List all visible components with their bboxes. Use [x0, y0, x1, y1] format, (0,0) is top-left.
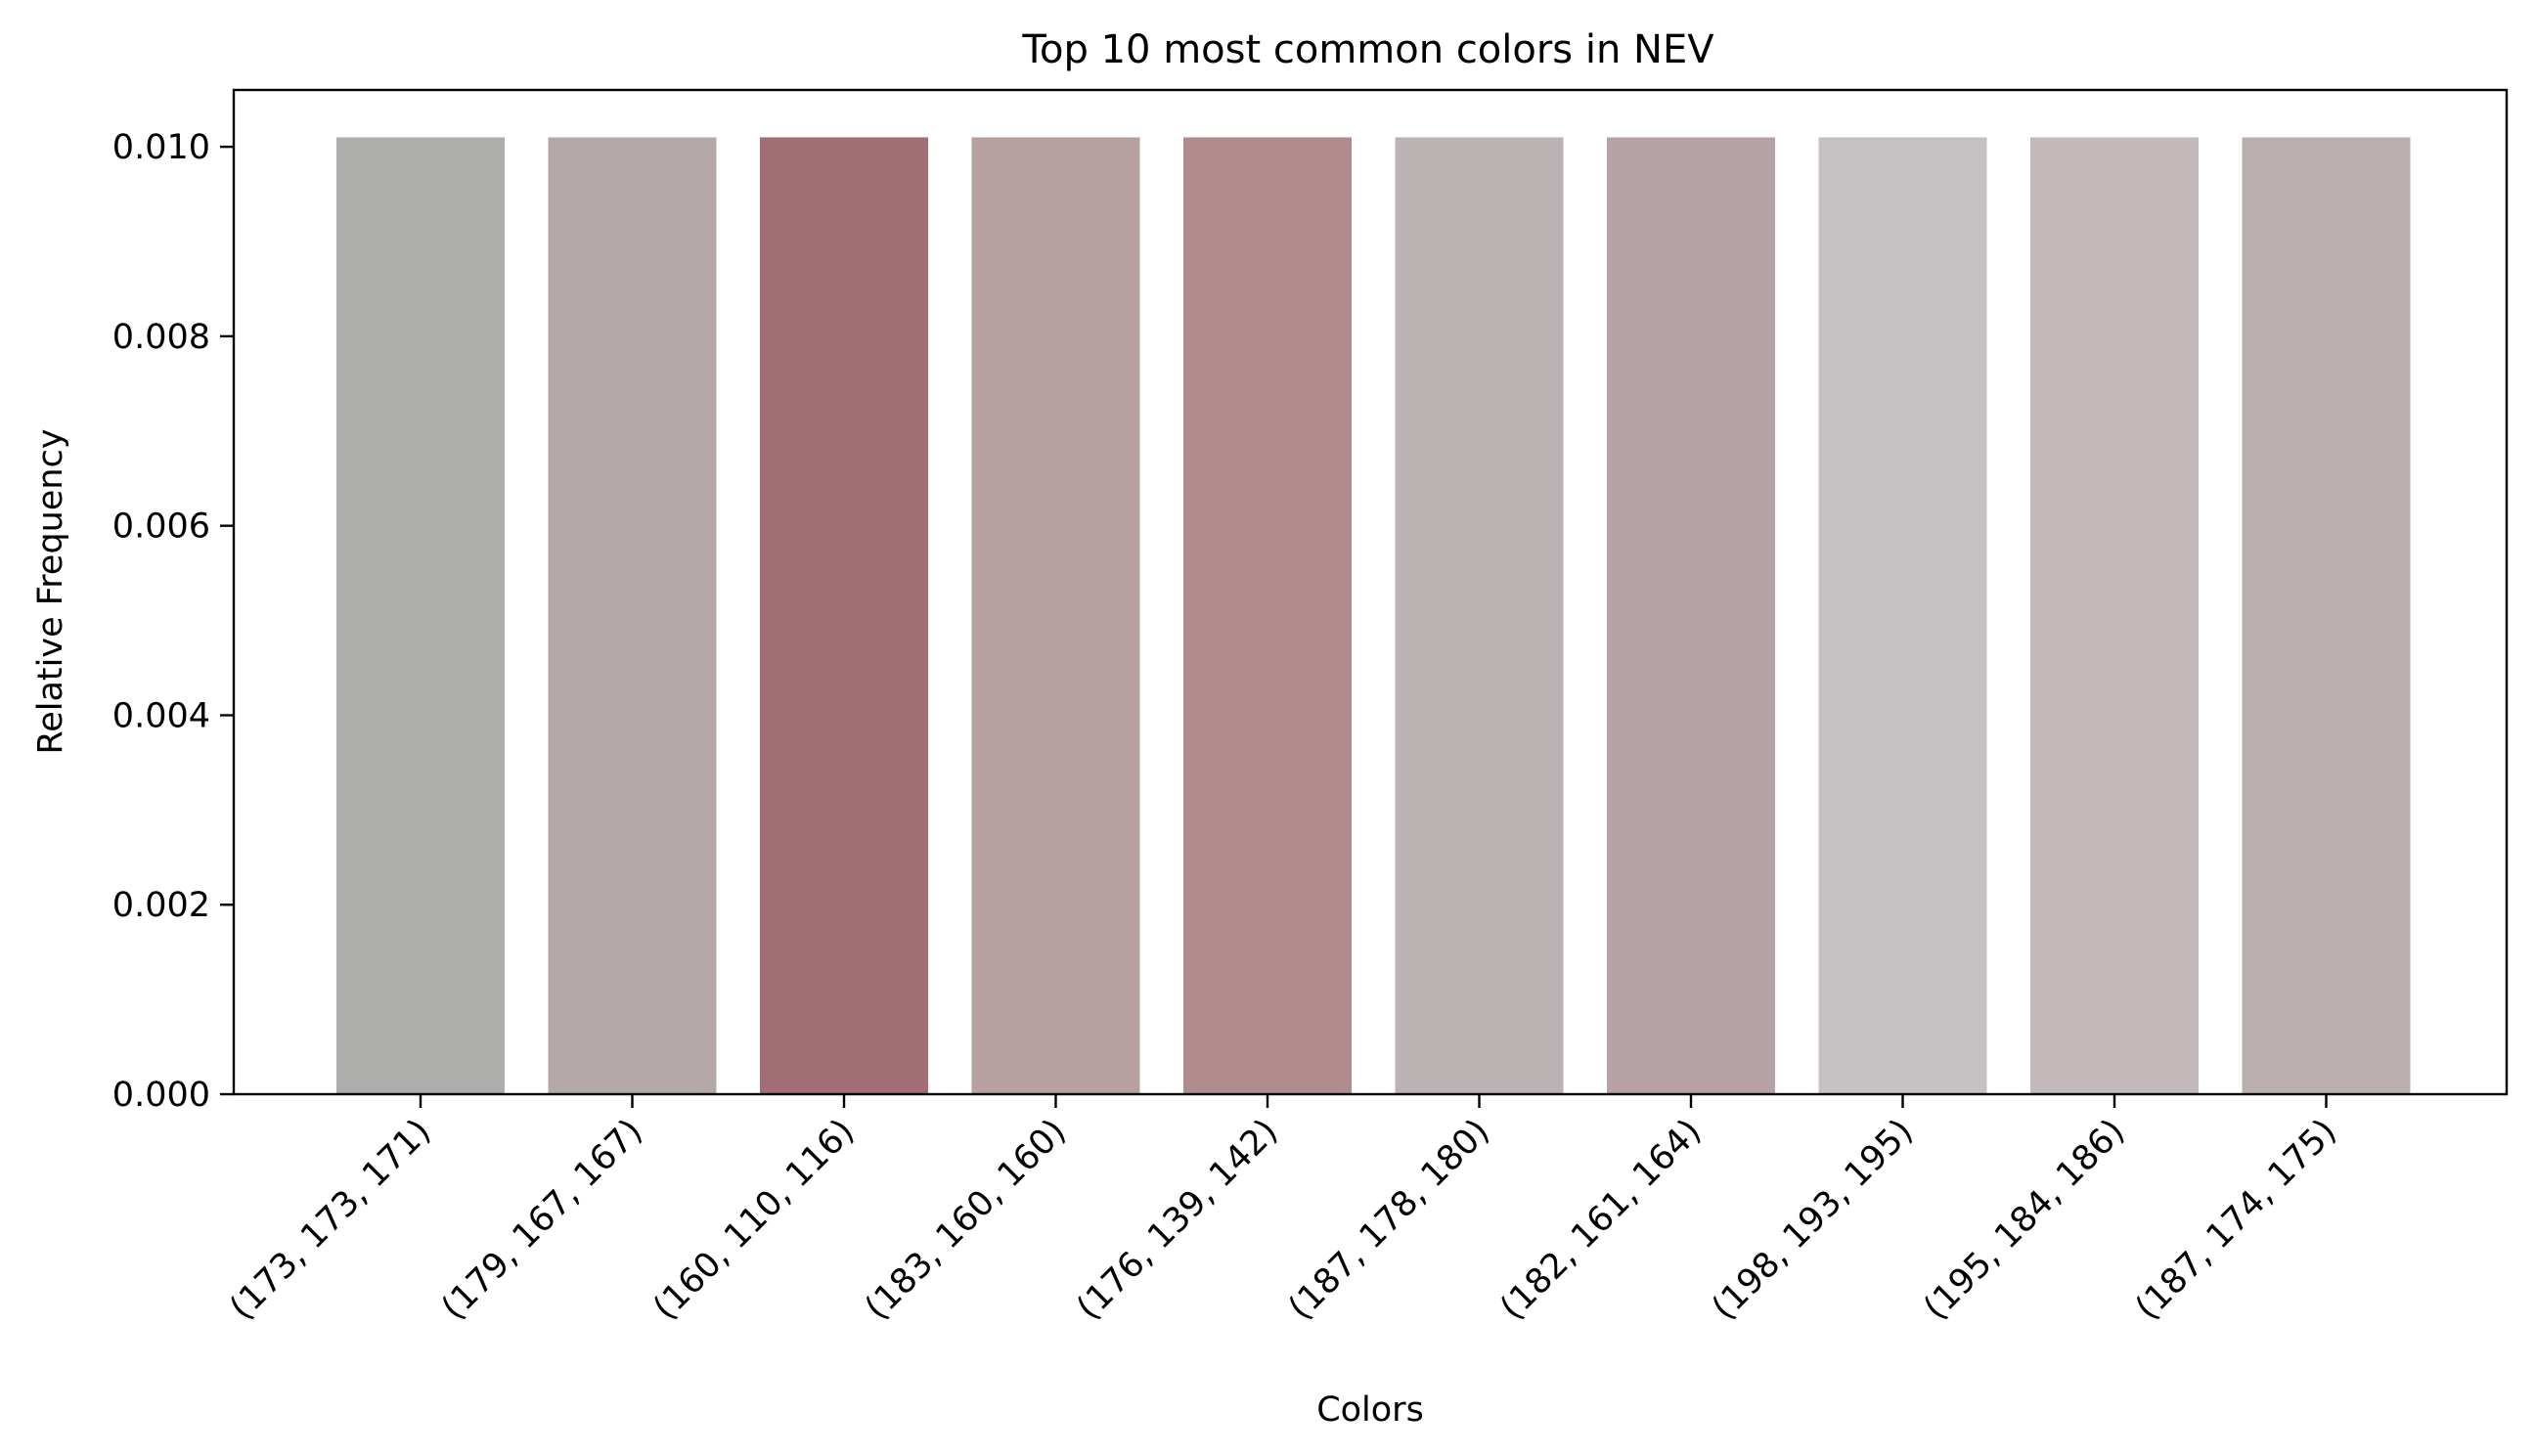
x-axis-label: Colors: [1316, 1390, 1424, 1430]
y-tick-label: 0.010: [112, 128, 210, 167]
bar: [1607, 137, 1775, 1094]
bar: [1396, 137, 1564, 1094]
bar: [336, 137, 505, 1094]
bar: [2030, 137, 2199, 1094]
y-tick-label: 0.002: [112, 886, 210, 925]
y-tick-label: 0.008: [112, 318, 210, 357]
y-tick-label: 0.000: [112, 1076, 210, 1115]
y-tick-label: 0.006: [112, 507, 210, 547]
y-axis-label: Relative Frequency: [31, 428, 70, 754]
bar: [549, 137, 717, 1094]
bar: [760, 137, 928, 1094]
bar: [1819, 137, 1987, 1094]
chart-title: Top 10 most common colors in NEV: [1021, 27, 1714, 72]
bar: [972, 137, 1140, 1094]
bar: [2243, 137, 2411, 1094]
bar: [1183, 137, 1352, 1094]
y-tick-label: 0.004: [112, 696, 210, 735]
